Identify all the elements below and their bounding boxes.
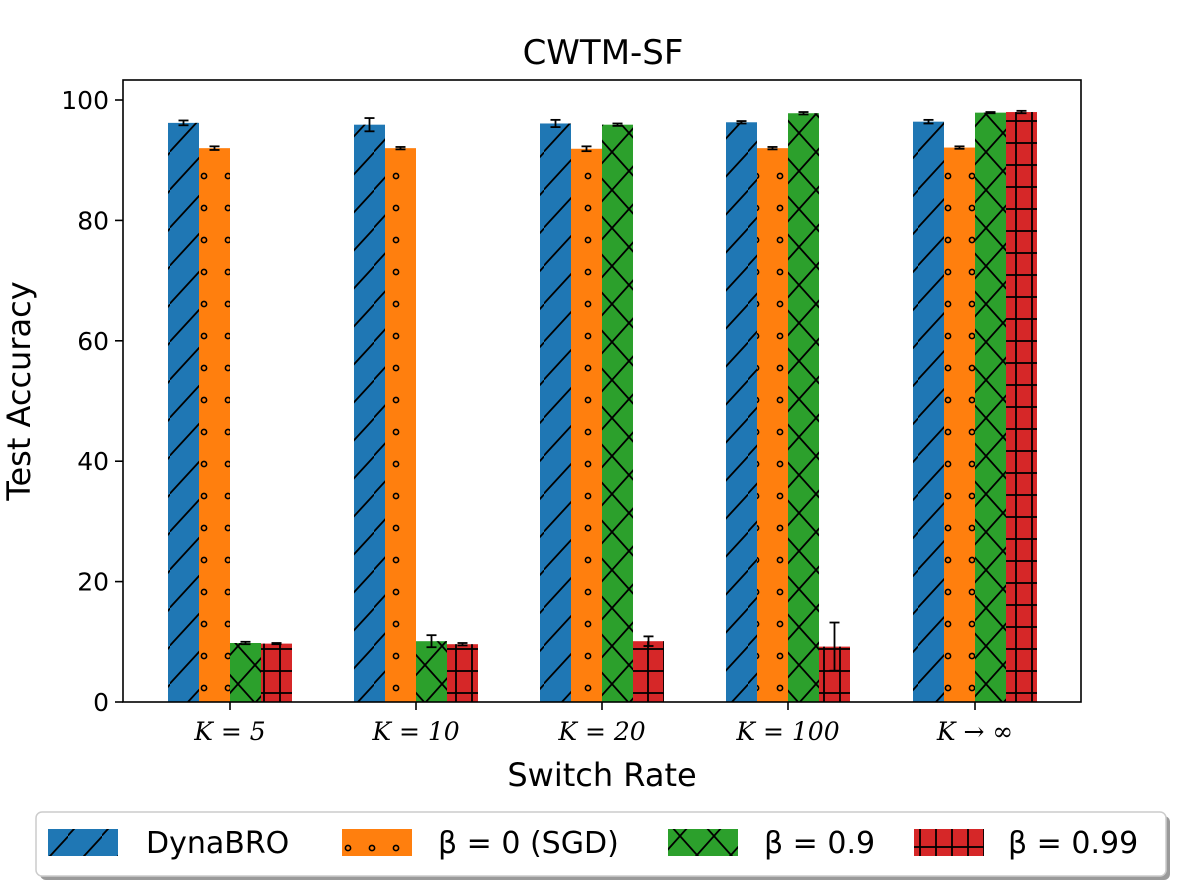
error-bar--0-sgd--3	[767, 146, 778, 151]
error-bar-dynabro-4	[923, 118, 934, 125]
error-bar-dynabro-0	[178, 119, 189, 127]
error-bars-layer	[178, 109, 1027, 672]
chart-title: CWTM-SF	[523, 33, 684, 73]
legend-swatch-hatch--0-9	[668, 829, 738, 856]
x-tick-label-0: K = 5	[193, 717, 265, 746]
legend-entry--0-sgd-: β = 0 (SGD)	[342, 826, 619, 861]
y-axis-label: Test Accuracy	[0, 281, 38, 501]
bar-hatch--0-9-2	[602, 124, 633, 702]
bar-hatch--0-9-1	[416, 641, 447, 702]
legend-entry-dynabro: DynaBRO	[48, 826, 289, 861]
legend-swatch-hatch--0-sgd-	[342, 829, 412, 856]
bar-hatch--0-9-0	[230, 643, 261, 702]
x-tick-label-3: K = 100	[735, 717, 839, 746]
bar-hatch--0-sgd--1	[385, 148, 416, 702]
bar-hatch--0-sgd--4	[944, 147, 975, 703]
legend-swatch-hatch-dynabro	[48, 829, 118, 856]
legend-entry--0-99: β = 0.99	[914, 826, 1138, 861]
error-bar--0-9-4	[985, 111, 996, 115]
y-tick-label-3: 60	[77, 327, 109, 356]
error-bar--0-sgd--0	[209, 145, 220, 151]
error-bar--0-99-1	[457, 642, 468, 647]
bar-hatch-dynabro-0	[168, 122, 199, 703]
legend-box	[35, 811, 1167, 877]
y-tick-label-5: 100	[61, 86, 109, 115]
legend-label--0-99: β = 0.99	[1008, 826, 1138, 861]
x-tick-label-4: K → ∞	[936, 717, 1013, 746]
error-bar-dynabro-2	[550, 118, 561, 128]
bar-hatch--0-9-3	[788, 113, 819, 702]
legend-swatch-hatch--0-99	[914, 829, 984, 856]
x-tick-label-2: K = 20	[557, 717, 645, 746]
bar-hatch-dynabro-3	[726, 122, 757, 703]
bar-hatch--0-9-4	[975, 112, 1006, 703]
x-axis-label: Switch Rate	[507, 756, 696, 794]
error-bar-dynabro-1	[364, 117, 375, 133]
error-bar-dynabro-3	[736, 120, 747, 125]
bar-hatch--0-sgd--3	[757, 148, 788, 702]
legend-label--0-9: β = 0.9	[764, 826, 875, 861]
error-bar--0-9-1	[426, 634, 437, 649]
error-bar--0-sgd--2	[581, 145, 592, 153]
y-tick-label-2: 40	[77, 447, 109, 476]
bar-hatch--0-99-2	[633, 641, 664, 702]
bar-hatch-dynabro-1	[354, 124, 385, 702]
bar-hatch--0-99-1	[447, 644, 478, 702]
error-bar--0-99-3	[829, 621, 840, 672]
legend-label--0-sgd-: β = 0 (SGD)	[438, 826, 619, 861]
y-tick-label-1: 20	[77, 568, 109, 597]
error-bar--0-99-0	[271, 642, 282, 646]
error-bar--0-9-3	[798, 111, 809, 116]
bar-hatch--0-99-4	[1006, 112, 1037, 703]
y-axis: 0 20 40 60 80 100	[61, 86, 123, 717]
y-tick-label-0: 0	[93, 688, 109, 717]
bar-hatch--0-sgd--0	[199, 148, 230, 702]
bar-hatch--0-sgd--2	[571, 148, 602, 703]
bar-hatch--0-99-0	[261, 643, 292, 702]
legend-entry--0-9: β = 0.9	[668, 826, 875, 861]
bar-hatch-dynabro-4	[913, 121, 944, 702]
x-tick-label-1: K = 10	[371, 717, 459, 746]
error-bar--0-9-2	[612, 122, 623, 127]
error-bar--0-9-0	[240, 640, 251, 646]
legend-label-dynabro: DynaBRO	[146, 826, 289, 861]
error-bar--0-99-4	[1016, 109, 1027, 115]
legend: DynaBRO β = 0 (SGD) β = 0.9 β = 0.99	[35, 811, 1170, 880]
bar-hatch-dynabro-2	[540, 123, 571, 702]
error-bar--0-sgd--4	[954, 145, 965, 150]
bars-layer	[168, 112, 1037, 703]
y-tick-label-4: 80	[77, 206, 109, 235]
error-bar--0-99-2	[643, 635, 654, 647]
error-bar--0-sgd--1	[395, 146, 406, 151]
x-axis: K = 5 K = 10 K = 20 K = 100 K → ∞	[193, 702, 1013, 746]
